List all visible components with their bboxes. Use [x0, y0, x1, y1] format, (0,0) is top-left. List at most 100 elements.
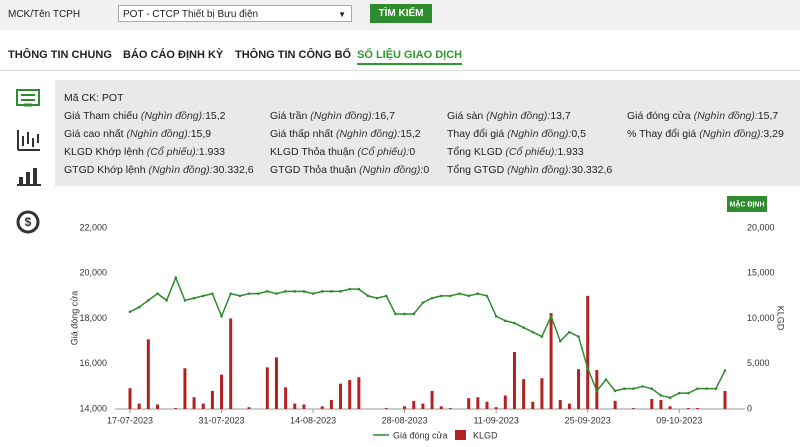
- volume-bar: [137, 403, 141, 409]
- price-point: [458, 292, 461, 295]
- volume-bar: [412, 400, 416, 409]
- volume-bar: [650, 399, 654, 409]
- volume-bar: [220, 374, 224, 409]
- price-point: [201, 294, 205, 298]
- price-point: [284, 290, 287, 293]
- info-cell: Thay đổi giá (Nghìn đồng):0,5: [447, 128, 586, 140]
- price-point: [467, 294, 470, 298]
- price-point: [192, 296, 196, 300]
- price-point: [449, 294, 452, 298]
- info-value: 30.332,6: [571, 164, 613, 176]
- info-value: 0: [423, 164, 430, 176]
- volume-bar: [686, 408, 690, 409]
- price-point: [229, 292, 232, 295]
- price-point: [577, 335, 580, 338]
- legend-label: Giá đóng cửa: [393, 430, 448, 440]
- volume-bar: [384, 408, 388, 409]
- tab[interactable]: THÔNG TIN CÔNG BỐ: [235, 49, 352, 61]
- price-point: [256, 292, 260, 295]
- volume-bar: [558, 399, 562, 409]
- volume-bar: [421, 403, 425, 409]
- info-unit: (Nghìn đồng):: [126, 128, 191, 140]
- price-point: [430, 296, 434, 300]
- price-point: [641, 385, 644, 388]
- y2-tick-label: 15,000: [747, 268, 775, 278]
- price-point: [311, 292, 315, 295]
- icon-candle[interactable]: [17, 130, 40, 151]
- volume-bar: [210, 390, 214, 409]
- y-axis-title: Giá đóng cửa: [69, 291, 79, 346]
- search-label: MCK/Tên TCPH: [8, 9, 81, 20]
- default-button[interactable]: [727, 196, 767, 212]
- info-cell: Giá cao nhất (Nghìn đồng):15,9: [64, 128, 211, 140]
- volume-bar: [293, 403, 297, 409]
- price-point: [165, 299, 168, 302]
- y2-tick-label: 10,000: [747, 313, 775, 323]
- price-point: [238, 294, 242, 298]
- price-point: [513, 321, 516, 325]
- info-label: GTGD Khớp lệnh: [64, 164, 146, 176]
- volume-bar: [567, 403, 571, 409]
- volume-bar: [631, 408, 635, 409]
- y2-tick-label: 0: [747, 403, 752, 413]
- price-point: [549, 314, 553, 318]
- info-cell: Tổng GTGD (Nghìn đồng):30.332,6: [447, 164, 612, 176]
- x-tick-label: 31-07-2023: [199, 415, 245, 425]
- icon-dollar[interactable]: $: [16, 210, 40, 234]
- info-cell: Tổng KLGD (Cổ phiếu):1.933: [447, 146, 584, 158]
- price-point: [558, 339, 562, 343]
- info-cell: Giá thấp nhất (Nghìn đồng):15,2: [270, 128, 421, 140]
- price-point: [687, 391, 690, 395]
- info-cell: Giá trần (Nghìn đồng):16,7: [270, 110, 395, 122]
- select-text: POT - CTCP Thiết bị Bưu điện: [123, 9, 259, 20]
- info-unit: (Cổ phiếu):: [146, 146, 199, 158]
- volume-bar: [512, 351, 516, 409]
- info-label: Tổng GTGD: [447, 164, 505, 176]
- price-point: [156, 292, 159, 295]
- volume-bar: [174, 408, 178, 409]
- info-cell: KLGD Khớp lệnh (Cổ phiếu):1.933: [64, 146, 225, 158]
- info-label: Giá cao nhất: [64, 128, 124, 140]
- volume-bar: [467, 398, 471, 409]
- legend-label: KLGD: [473, 430, 498, 440]
- info-label: Giá Tham chiếu: [64, 110, 138, 122]
- info-label: KLGD Thỏa thuận: [270, 146, 355, 158]
- volume-bar: [696, 408, 700, 409]
- price-point: [247, 292, 251, 295]
- price-point: [613, 389, 617, 393]
- volume-bar: [503, 395, 507, 409]
- y-tick-label: 16,000: [79, 358, 107, 368]
- icon-bars[interactable]: [17, 168, 41, 186]
- volume-bar: [577, 369, 581, 409]
- divider: [0, 70, 800, 71]
- price-point: [211, 292, 214, 295]
- tab[interactable]: THÔNG TIN CHUNG: [8, 49, 112, 61]
- svg-text:$: $: [25, 215, 32, 229]
- volume-bar: [329, 399, 333, 409]
- volume-bar: [549, 313, 553, 409]
- price-point: [650, 387, 654, 390]
- icon-table[interactable]: [16, 89, 40, 107]
- price-point: [632, 387, 635, 390]
- x-tick-label: 09-10-2023: [656, 415, 702, 425]
- info-unit: (Nghìn đồng):: [507, 164, 572, 176]
- volume-bar: [320, 406, 324, 409]
- volume-bar: [668, 406, 672, 409]
- x-tick-label: 17-07-2023: [107, 415, 153, 425]
- volume-bar: [659, 399, 663, 409]
- search-button[interactable]: TÌM KIẾM: [370, 4, 432, 23]
- tab-active[interactable]: SỐ LIỆU GIAO DỊCH: [357, 49, 463, 65]
- price-point: [586, 366, 589, 370]
- y2-tick-label: 20,000: [747, 222, 775, 232]
- price-point: [330, 290, 333, 293]
- tab[interactable]: BÁO CÁO ĐỊNH KỲ: [123, 49, 224, 61]
- chart: MẶC ĐỊNH Giá đóng cửa KLGD 14,000 16,000 1…: [69, 196, 786, 440]
- price-point: [147, 299, 150, 302]
- price-point: [293, 290, 297, 293]
- price-point: [476, 292, 480, 295]
- volume-bar: [348, 380, 352, 409]
- price-point: [540, 335, 544, 338]
- stock-select[interactable]: POT - CTCP Thiết bị Bưu điện ▼: [118, 5, 352, 22]
- price-point: [375, 296, 379, 300]
- price-point: [705, 387, 708, 390]
